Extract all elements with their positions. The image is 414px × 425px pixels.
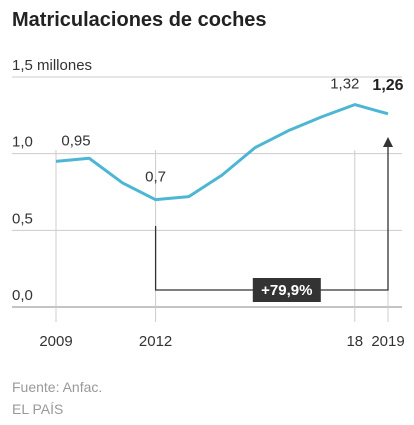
y-tick-label: 1,0 [12,134,33,151]
source: Fuente: Anfac. [12,379,102,395]
value-label: 1,26 [372,77,403,94]
y-tick-label: 1,5 millones [12,57,92,74]
annotation-box [252,278,321,302]
value-label: 1,32 [330,76,359,93]
credit: EL PAÍS [12,401,63,417]
chart-title: Matriculaciones de coches [12,9,267,31]
x-tick-label: 2019 [371,333,404,350]
y-tick-label: 0,5 [12,210,33,227]
x-tick-label: 2009 [39,333,72,350]
value-label: 0,95 [61,132,90,149]
x-tick-label: 2012 [139,333,172,350]
annotation: +79,9% [261,282,312,299]
value-label: 0,7 [145,169,166,186]
y-tick-label: 0,0 [12,287,33,304]
annotation-bracket [154,146,389,291]
x-tick-label: 18 [346,333,363,350]
line [55,103,389,202]
annotation-arrow [383,137,393,147]
